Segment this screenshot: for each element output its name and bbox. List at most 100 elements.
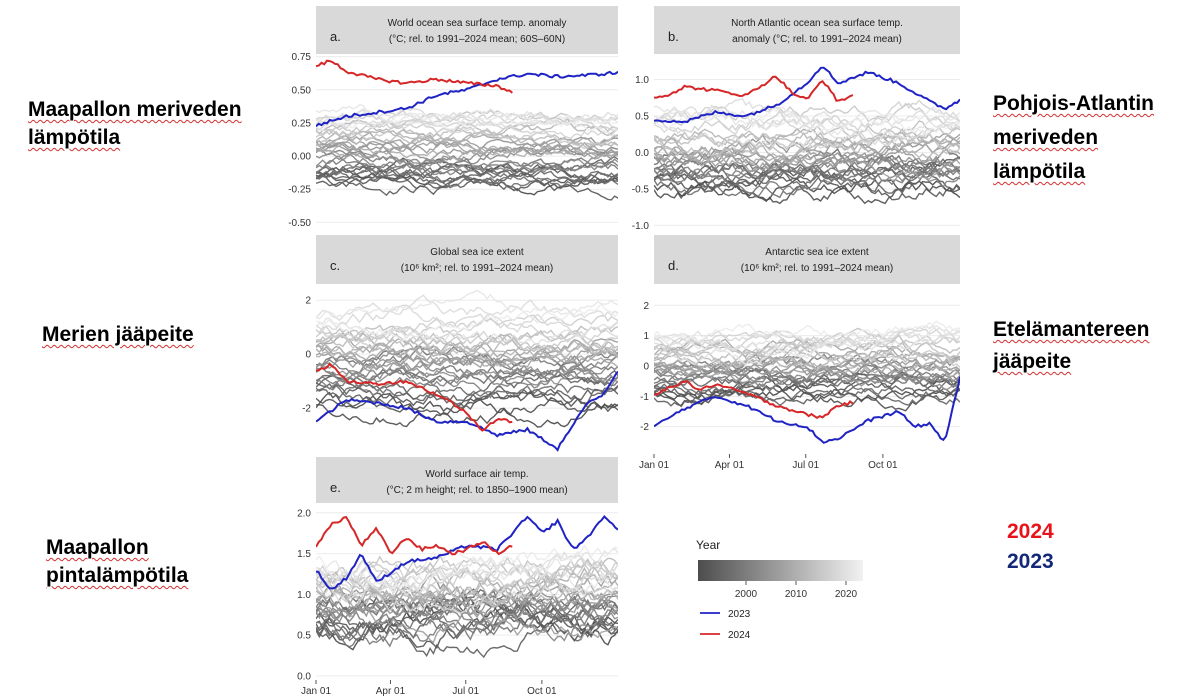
y-tick-label: 0.75 — [292, 52, 312, 63]
panel-e: e. World surface air temp. (°C; 2 m height… — [297, 457, 618, 697]
x-tick-label: Oct 01 — [868, 460, 898, 471]
panel-d: d. Antarctic sea ice extent (10⁶ km²; rel.… — [639, 235, 960, 471]
series-line-2024 — [316, 59, 513, 94]
y-tick-label: 0.25 — [292, 118, 312, 129]
y-tick-label: 2.0 — [297, 508, 311, 519]
panel-letter: c. — [330, 258, 340, 273]
label-line: meriveden — [993, 126, 1099, 149]
panel-title: World surface air temp. — [425, 469, 528, 480]
historical-year-line — [654, 324, 960, 366]
panel-title: Global sea ice extent — [430, 247, 524, 258]
historical-year-line — [316, 294, 618, 322]
y-tick-label: 2 — [643, 301, 649, 312]
historical-year-line — [316, 563, 618, 614]
historical-year-line — [316, 382, 618, 398]
historical-year-line — [316, 118, 618, 140]
historical-year-line — [316, 108, 618, 128]
year-label-2023: 2023 — [1007, 550, 1054, 573]
historical-year-line — [654, 127, 960, 165]
historical-year-line — [654, 106, 960, 136]
series-line-2023 — [654, 376, 960, 444]
historical-lines — [654, 97, 960, 205]
historical-year-line — [316, 317, 618, 346]
historical-year-line — [316, 363, 618, 399]
label-line: Maapallon meriveden — [28, 98, 242, 121]
y-tick-label: 1.0 — [635, 75, 649, 86]
panel-subtitle: (10⁶ km²; rel. to 1991–2024 mean) — [741, 263, 894, 274]
historical-year-line — [654, 141, 960, 182]
historical-year-line — [654, 383, 960, 407]
y-tick-label: -2 — [640, 422, 649, 433]
historical-year-line — [654, 171, 960, 201]
panel-header — [316, 6, 618, 54]
historical-year-line — [654, 328, 960, 351]
historical-lines — [316, 104, 618, 201]
historical-year-line — [654, 132, 960, 158]
historical-year-line — [654, 159, 960, 189]
historical-year-line — [316, 289, 618, 324]
legend-tick-label: 2000 — [735, 589, 758, 600]
y-tick-label: -2 — [302, 404, 311, 415]
historical-year-line — [316, 558, 618, 597]
y-tick-label: -0.50 — [288, 218, 311, 229]
historical-year-line — [654, 148, 960, 199]
historical-year-line — [654, 324, 960, 366]
historical-year-line — [316, 345, 618, 372]
panel-letter: b. — [668, 29, 679, 44]
panel-letter: a. — [330, 29, 341, 44]
legend-colorbar — [698, 560, 863, 581]
y-tick-label: 0.5 — [635, 111, 649, 122]
historical-year-line — [654, 120, 960, 148]
historical-year-line — [316, 324, 618, 358]
historical-year-line — [654, 361, 960, 391]
historical-year-line — [654, 320, 960, 343]
label-world-ocean-temp: Maapallon meriveden lämpötila — [28, 96, 242, 152]
label-sea-ice: Merien jääpeite — [42, 321, 194, 349]
label-antarctic-ice: Etelämantereen jääpeite — [993, 316, 1149, 376]
series-line-2023 — [316, 370, 618, 452]
x-tick-label: Jul 01 — [792, 460, 819, 471]
x-tick-label: Jan 01 — [639, 460, 669, 471]
panel-subtitle: (°C; 2 m height; rel. to 1850–1900 mean) — [386, 485, 567, 496]
x-tick-label: Jul 01 — [452, 686, 479, 697]
label-line: Merien jääpeite — [42, 323, 194, 346]
historical-year-line — [316, 304, 618, 338]
series-line-2023 — [316, 70, 618, 128]
legend-label-2024: 2024 — [728, 630, 751, 641]
historical-year-line — [654, 333, 960, 368]
x-tick-label: Apr 01 — [715, 460, 745, 471]
legend-tick-label: 2020 — [835, 589, 858, 600]
panel-b: b. North Atlantic ocean sea surface temp.… — [632, 6, 960, 232]
historical-year-line — [316, 175, 618, 201]
series-line-2024 — [654, 380, 854, 419]
panel-header — [654, 235, 960, 284]
historical-year-line — [316, 333, 618, 360]
historical-year-line — [316, 163, 618, 189]
historical-year-line — [316, 368, 618, 386]
historical-year-line — [316, 104, 618, 125]
y-tick-label: 0.50 — [292, 85, 312, 96]
label-line: Maapallon — [46, 536, 149, 559]
historical-year-line — [654, 106, 960, 137]
historical-year-line — [316, 577, 618, 614]
historical-year-line — [316, 604, 618, 628]
historical-year-line — [654, 381, 960, 407]
y-tick-label: -0.25 — [288, 185, 311, 196]
historical-year-line — [654, 353, 960, 378]
label-north-atlantic-temp: Pohjois-Atlantin meriveden lämpötila — [993, 90, 1154, 186]
historical-year-line — [654, 109, 960, 143]
historical-lines — [316, 289, 618, 428]
label-line: lämpötila — [993, 160, 1086, 183]
historical-year-line — [316, 353, 618, 387]
historical-year-line — [316, 563, 618, 596]
y-tick-label: 1.0 — [297, 590, 311, 601]
y-tick-label: 1 — [643, 331, 649, 342]
historical-year-line — [654, 345, 960, 372]
historical-year-line — [654, 102, 960, 132]
series-line-2024 — [316, 362, 513, 432]
historical-year-line — [654, 132, 960, 167]
y-tick-label: 1.5 — [297, 549, 311, 560]
panel-subtitle: (°C; rel. to 1991–2024 mean; 60S–60N) — [389, 34, 565, 45]
y-tick-label: 0.0 — [297, 671, 311, 682]
historical-year-line — [654, 147, 960, 173]
